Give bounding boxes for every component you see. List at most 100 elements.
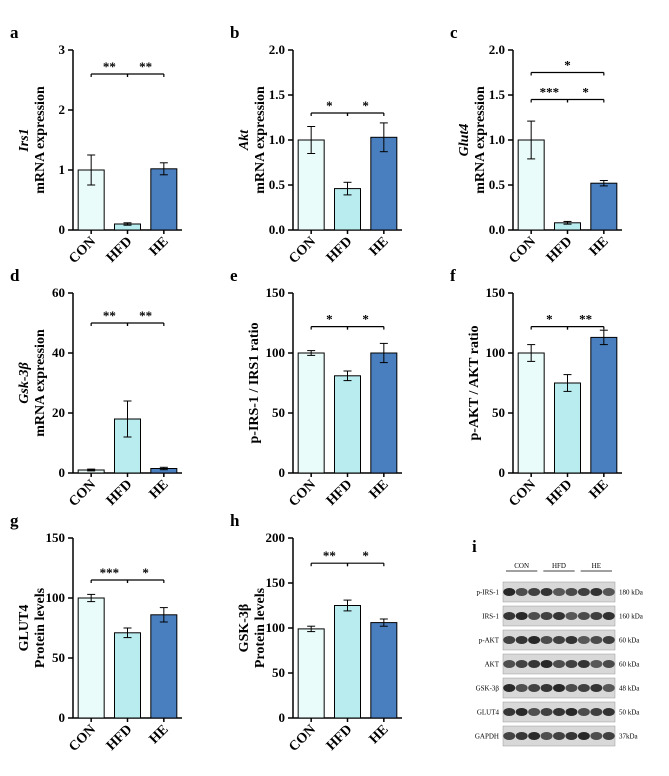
- significance-label: ***: [100, 565, 120, 580]
- bar: [114, 632, 141, 719]
- y-tick-label: 0: [59, 465, 66, 480]
- y-axis-label: p-AKT / AKT ratio: [467, 325, 482, 440]
- significance-label: *: [326, 312, 333, 327]
- blot-band: [528, 732, 541, 740]
- blot-band: [565, 612, 578, 620]
- y-tick-label: 150: [266, 285, 286, 300]
- significance-label: *: [142, 565, 149, 580]
- blot-band: [565, 732, 578, 740]
- blot-band: [590, 684, 603, 692]
- y-axis-label: mRNA expression: [33, 329, 48, 437]
- y-axis-label: Irs1: [17, 128, 32, 152]
- y-axis-label: GLUT4: [17, 605, 32, 652]
- x-tick-label: HFD: [324, 477, 356, 509]
- x-tick-label: HE: [367, 722, 392, 747]
- blot-band: [503, 636, 516, 644]
- blot-band: [590, 708, 603, 716]
- blot-row-size: 37kDa: [619, 733, 639, 741]
- x-tick-label: HE: [367, 234, 392, 259]
- x-tick-label: CON: [286, 722, 319, 755]
- significance-label: *: [326, 98, 333, 113]
- blot-band: [602, 732, 615, 740]
- blot-band: [503, 708, 516, 716]
- blot-band: [577, 588, 590, 596]
- blot-band: [515, 732, 528, 740]
- significance-label: **: [579, 312, 592, 327]
- x-tick-label: HFD: [544, 234, 576, 266]
- y-axis-label: Glut4: [457, 124, 472, 157]
- significance-label: *: [582, 85, 589, 100]
- blot-band: [577, 612, 590, 620]
- y-axis-label: Protein levels: [33, 587, 48, 668]
- y-tick-label: 0.5: [489, 177, 506, 192]
- blot-band: [602, 684, 615, 692]
- blot-band: [528, 636, 541, 644]
- x-tick-label: HE: [587, 234, 612, 259]
- blot-row-label: p-IRS-1: [476, 589, 499, 597]
- panel-letter: h: [230, 511, 240, 530]
- blot-band: [602, 612, 615, 620]
- blot-row-size: 50 kDa: [619, 709, 640, 717]
- y-tick-label: 0: [279, 465, 286, 480]
- y-tick-label: 100: [46, 590, 66, 605]
- blot-band: [503, 612, 516, 620]
- y-tick-label: 60: [52, 285, 65, 300]
- bar: [370, 352, 398, 474]
- blot-band: [553, 636, 565, 644]
- significance-label: **: [103, 308, 116, 323]
- panel-letter: d: [10, 266, 20, 285]
- x-tick-label: HFD: [324, 234, 356, 266]
- blot-band: [515, 660, 528, 668]
- significance-label: *: [362, 98, 369, 113]
- y-tick-label: 0: [279, 710, 286, 725]
- blot-row-label: GAPDH: [475, 733, 499, 741]
- x-tick-label: HE: [367, 477, 392, 502]
- blot-band: [503, 660, 516, 668]
- blot-band: [590, 612, 603, 620]
- blot-row-size: 48 kDa: [619, 685, 640, 693]
- y-tick-label: 150: [266, 575, 286, 590]
- blot-group-label: HE: [592, 562, 601, 570]
- blot-band: [528, 588, 541, 596]
- y-axis-label: Akt: [237, 129, 252, 151]
- x-tick-label: HFD: [104, 722, 136, 754]
- significance-label: *: [564, 58, 571, 73]
- y-tick-label: 100: [266, 345, 286, 360]
- blot-band: [565, 684, 578, 692]
- y-axis-label: Protein levels: [253, 587, 268, 668]
- x-tick-label: HE: [147, 477, 172, 502]
- bar: [370, 622, 398, 719]
- y-tick-label: 0.5: [269, 177, 286, 192]
- bar: [150, 614, 178, 719]
- panel-letter: f: [450, 266, 456, 285]
- panel-letter: i: [472, 537, 477, 556]
- blot-band: [528, 612, 541, 620]
- y-tick-label: 150: [46, 530, 66, 545]
- blot-band: [577, 660, 590, 668]
- blot-band: [590, 636, 603, 644]
- x-tick-label: CON: [66, 722, 99, 755]
- y-tick-label: 40: [52, 345, 65, 360]
- x-tick-label: HFD: [104, 477, 136, 509]
- blot-band: [590, 588, 603, 596]
- x-tick-label: CON: [506, 234, 539, 267]
- panel: h GSK-3β Protein levels 0 50 100 150 200 CON HFD H…: [230, 511, 402, 755]
- x-tick-label: HFD: [544, 477, 576, 509]
- blot-row-size: 160 kDa: [619, 613, 644, 621]
- bar: [590, 182, 618, 231]
- bar: [590, 336, 618, 474]
- y-axis-label: mRNA expression: [253, 86, 268, 194]
- bar: [150, 168, 178, 231]
- y-tick-label: 2.0: [489, 42, 505, 57]
- x-tick-label: CON: [286, 477, 319, 510]
- bar: [517, 352, 545, 474]
- y-tick-label: 3: [59, 42, 66, 57]
- bar: [297, 352, 325, 474]
- blot-band: [602, 660, 615, 668]
- blot-band: [590, 732, 603, 740]
- blot-row-label: GLUT4: [477, 709, 500, 717]
- y-axis-label: mRNA expression: [33, 86, 48, 194]
- blot-band: [540, 732, 553, 740]
